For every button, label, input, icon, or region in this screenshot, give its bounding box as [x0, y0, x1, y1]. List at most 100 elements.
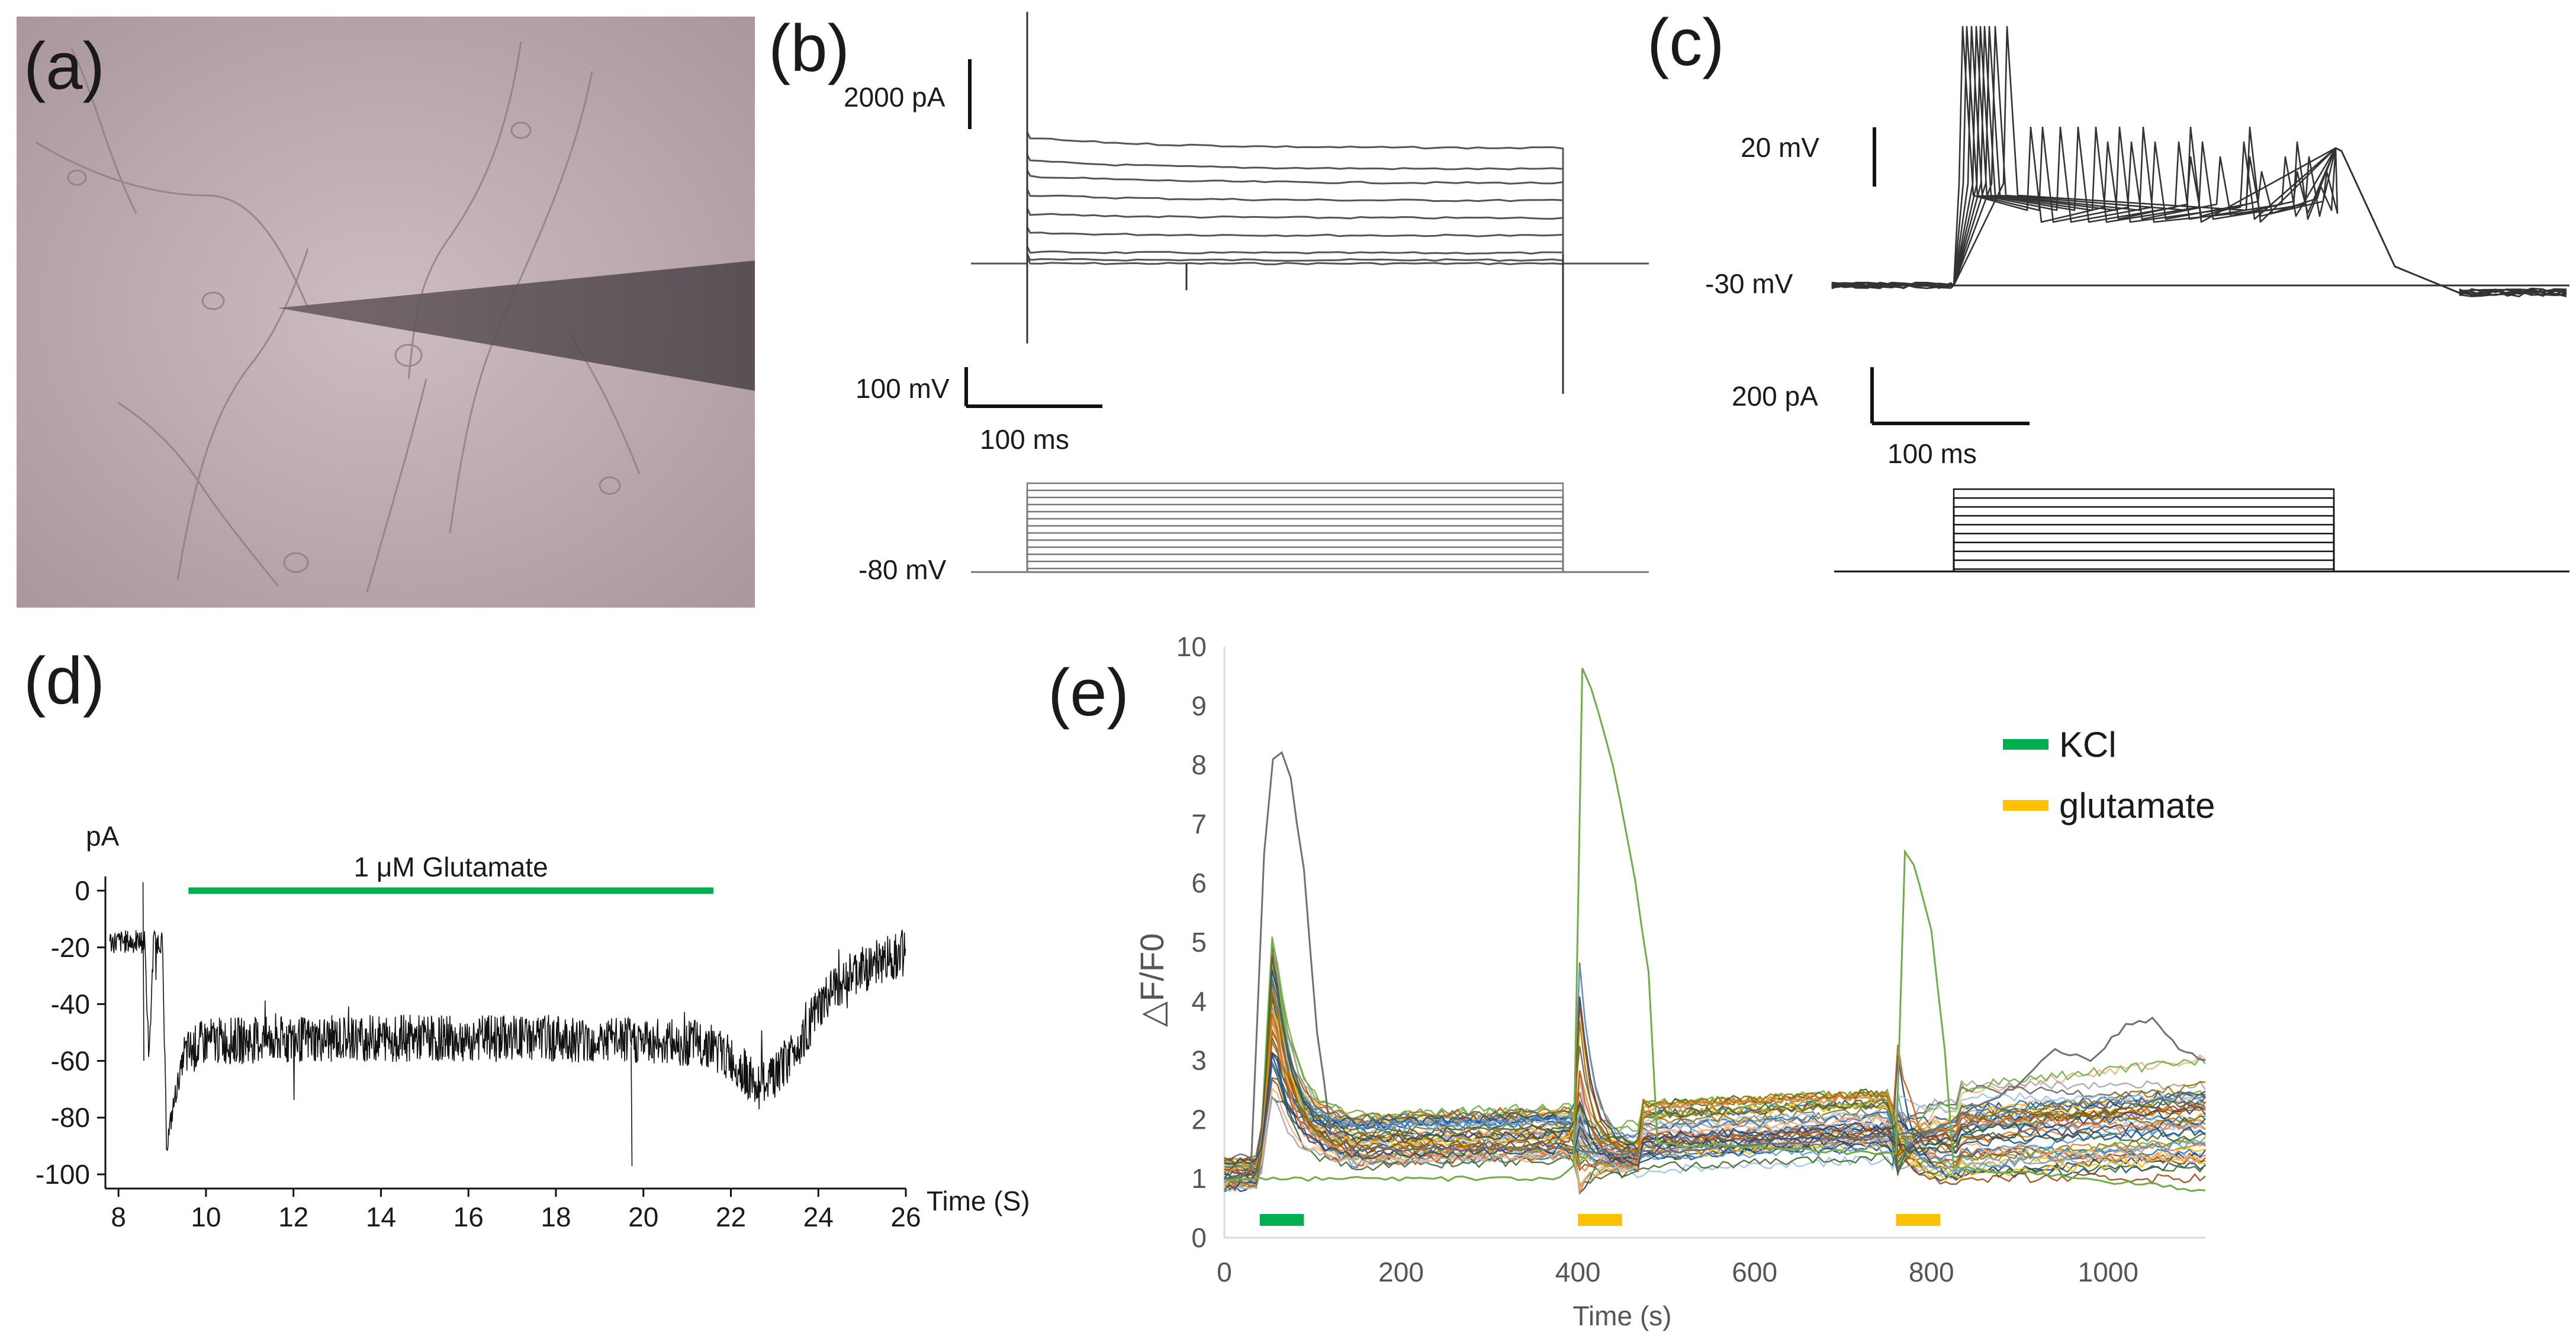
panel-b: (b) 2000 pA 100 mV 100 ms -80 mV — [768, 11, 1649, 585]
c-spike-trace — [1831, 25, 2567, 296]
d-x-tick-label: 26 — [890, 1202, 921, 1232]
c-current-step — [1953, 532, 2335, 571]
e-y-axis-label: △F/F0 — [1133, 933, 1170, 1027]
panel-label-d: (d) — [24, 644, 105, 718]
patch-pipette — [278, 261, 755, 391]
e-y-tick-label: 8 — [1191, 750, 1207, 781]
legend-label-glutamate: glutamate — [2059, 786, 2215, 826]
neurons — [35, 41, 641, 593]
b-trace — [971, 207, 1649, 265]
e-y-tick-label: 4 — [1191, 986, 1207, 1017]
c-current-step — [1953, 506, 2335, 571]
e-population-trace — [1224, 936, 2206, 1187]
d-current-trace — [109, 882, 906, 1166]
c-spike-trace — [1831, 25, 2567, 297]
b-voltage-scale-label: 100 mV — [856, 373, 950, 404]
b-voltage-step — [1026, 539, 1564, 572]
b-trace — [971, 253, 1649, 265]
b-voltage-step — [1026, 518, 1564, 572]
b-trace — [971, 131, 1649, 265]
panel-c: (c) 20 mV -30 mV 200 pA 100 ms — [1647, 5, 2569, 573]
d-x-tick-label: 20 — [628, 1202, 658, 1232]
b-current-traces — [971, 12, 1649, 394]
e-y-tick-label: 9 — [1191, 691, 1207, 721]
c-spike-trace — [1831, 25, 2567, 297]
d-x-tick-label: 16 — [454, 1202, 484, 1232]
e-population-traces — [1223, 936, 2207, 1195]
d-glutamate-label: 1 μM Glutamate — [354, 852, 548, 882]
b-voltage-step — [1026, 489, 1564, 572]
c-current-step — [1953, 488, 2335, 571]
d-y-tick-label: -80 — [51, 1102, 90, 1133]
d-y-tick-label: -40 — [51, 989, 90, 1020]
d-y-tick-label: -60 — [51, 1045, 90, 1076]
c-baseline-label: -30 mV — [1705, 268, 1793, 299]
d-x-axis-label: Time (S) — [927, 1186, 1030, 1216]
e-x-tick-label: 200 — [1378, 1257, 1424, 1287]
e-highlight-trace-gray-cell — [1224, 751, 2206, 1180]
b-trace — [971, 154, 1649, 265]
d-x-tick-label: 8 — [111, 1202, 126, 1232]
b-voltage-step — [1026, 560, 1564, 572]
e-population-trace — [1224, 1019, 2206, 1173]
b-holding-label: -80 mV — [858, 554, 947, 585]
e-y-tick-label: 2 — [1191, 1104, 1207, 1135]
b-trace — [971, 188, 1649, 265]
e-population-trace — [1224, 1035, 2206, 1179]
e-highlight-traces — [1224, 667, 2206, 1192]
b-trace — [971, 257, 1649, 266]
c-spike-trace — [1831, 25, 2567, 297]
c-current-scale-label: 200 pA — [1732, 381, 1818, 412]
e-x-tick-label: 1000 — [2078, 1257, 2138, 1287]
panel-label-e: (e) — [1048, 656, 1129, 730]
b-trace — [971, 169, 1649, 265]
d-y-tick-label: -20 — [51, 932, 90, 963]
d-x-tick-label: 10 — [191, 1202, 221, 1232]
e-y-tick-label: 5 — [1191, 927, 1207, 958]
e-x-tick-label: 600 — [1732, 1257, 1777, 1287]
d-x-tick-label: 14 — [366, 1202, 396, 1232]
e-population-trace — [1224, 991, 2206, 1181]
e-axes: 0 1 2 3 4 5 6 7 8 9 10 0 200 400 600 800 1000 — [1176, 631, 2205, 1287]
d-axes: 0 -20 -40 -60 -80 -100 8 10 12 14 16 18 20 22 24 26 — [36, 875, 921, 1232]
d-x-tick-label: 18 — [541, 1202, 571, 1232]
e-y-tick-label: 7 — [1191, 808, 1207, 839]
e-population-trace — [1224, 957, 2206, 1179]
e-population-trace — [1224, 1054, 2206, 1167]
c-spike-trace — [1831, 25, 2567, 295]
c-voltage-scale-label: 20 mV — [1741, 132, 1819, 163]
e-y-tick-label: 6 — [1191, 868, 1207, 898]
e-legend: KCl glutamate — [2003, 725, 2215, 826]
c-voltage-traces — [1831, 25, 2569, 297]
panel-a: (a) — [17, 17, 755, 608]
e-population-trace — [1224, 1059, 2206, 1184]
b-voltage-steps — [971, 482, 1649, 573]
e-population-trace — [1224, 966, 2206, 1185]
legend-label-kcl: KCl — [2059, 725, 2117, 765]
d-y-tick-label: -100 — [36, 1159, 90, 1190]
e-y-tick-label: 0 — [1191, 1222, 1207, 1253]
b-voltage-step — [1026, 532, 1564, 572]
e-x-axis-label: Time (s) — [1573, 1300, 1672, 1331]
c-spike-trace — [1831, 25, 2567, 296]
panel-label-c: (c) — [1647, 5, 1725, 79]
d-x-tick-label: 22 — [716, 1202, 746, 1232]
e-population-trace — [1224, 991, 2206, 1190]
c-current-step — [1953, 541, 2335, 571]
e-x-tick-label: 400 — [1555, 1257, 1601, 1287]
c-current-steps — [1834, 488, 2569, 573]
e-population-trace — [1224, 1077, 2206, 1176]
b-current-scale-label: 2000 pA — [844, 82, 946, 113]
e-population-trace — [1224, 1013, 2207, 1177]
c-spike-trace — [1831, 25, 2567, 296]
e-highlight-trace-green-cell — [1224, 667, 2206, 1192]
c-spike-trace — [1831, 25, 2567, 297]
d-y-tick-label: 0 — [75, 875, 90, 906]
d-trace-line — [109, 882, 906, 1166]
b-voltage-step — [1026, 510, 1564, 572]
c-current-step — [1953, 524, 2335, 571]
b-voltage-step — [1026, 482, 1564, 572]
panel-d: (d) pA 0 -20 -40 -60 -80 -100 8 10 12 14 16 18 20 22 2… — [24, 644, 1030, 1232]
